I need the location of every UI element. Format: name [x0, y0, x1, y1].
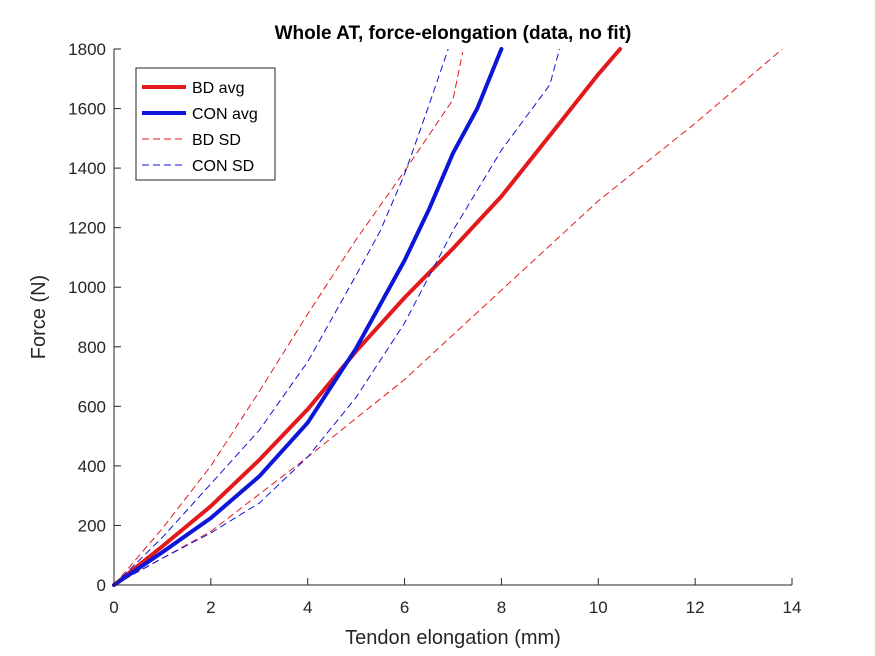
x-axis-label: Tendon elongation (mm)	[345, 627, 561, 649]
y-axis-label: Force (N)	[28, 275, 50, 359]
y-tick-label: 1600	[68, 100, 106, 119]
y-tick-label: 200	[78, 516, 106, 535]
x-tick-label: 12	[686, 598, 705, 617]
y-tick-label: 600	[78, 397, 106, 416]
legend-label-bd-avg: BD avg	[192, 80, 244, 97]
y-tick-label: 1200	[68, 219, 106, 238]
axes-layer	[113, 49, 792, 586]
y-tick-label: 1000	[68, 278, 106, 297]
y-tick-label: 1800	[68, 40, 106, 59]
series-line-con-avg	[112, 47, 504, 587]
series-layer	[112, 47, 783, 587]
y-tick-label: 400	[78, 457, 106, 476]
series-line-con-sd	[113, 48, 449, 586]
legend: BD avg CON avg BD SD CON SD	[135, 67, 276, 181]
legend-label-con-sd: CON SD	[192, 158, 254, 175]
x-tick-label: 14	[783, 598, 802, 617]
y-tick-label: 800	[78, 338, 106, 357]
legend-entries: BD avg CON avg BD SD CON SD	[142, 80, 258, 175]
legend-label-con-avg: CON avg	[192, 106, 258, 123]
x-ticks: 0 2 4 6 8 10 12 14	[109, 578, 801, 617]
series-line-con-sd	[113, 48, 560, 586]
x-tick-label: 6	[400, 598, 409, 617]
legend-label-bd-sd: BD SD	[192, 132, 241, 149]
y-tick-label: 1400	[68, 159, 106, 178]
series-line-bd-sd	[113, 51, 464, 586]
x-tick-label: 0	[109, 598, 118, 617]
x-tick-label: 8	[497, 598, 506, 617]
y-ticks: 0 200 400 600 800 1000 1200 1400 1600 1800	[68, 40, 121, 595]
series-line-bd-sd	[113, 48, 783, 586]
x-tick-label: 2	[206, 598, 215, 617]
x-tick-label: 4	[303, 598, 312, 617]
y-tick-label: 0	[97, 576, 106, 595]
x-tick-label: 10	[589, 598, 608, 617]
chart-title: Whole AT, force-elongation (data, no fit…	[275, 23, 632, 44]
series-line-bd-avg	[112, 47, 623, 587]
